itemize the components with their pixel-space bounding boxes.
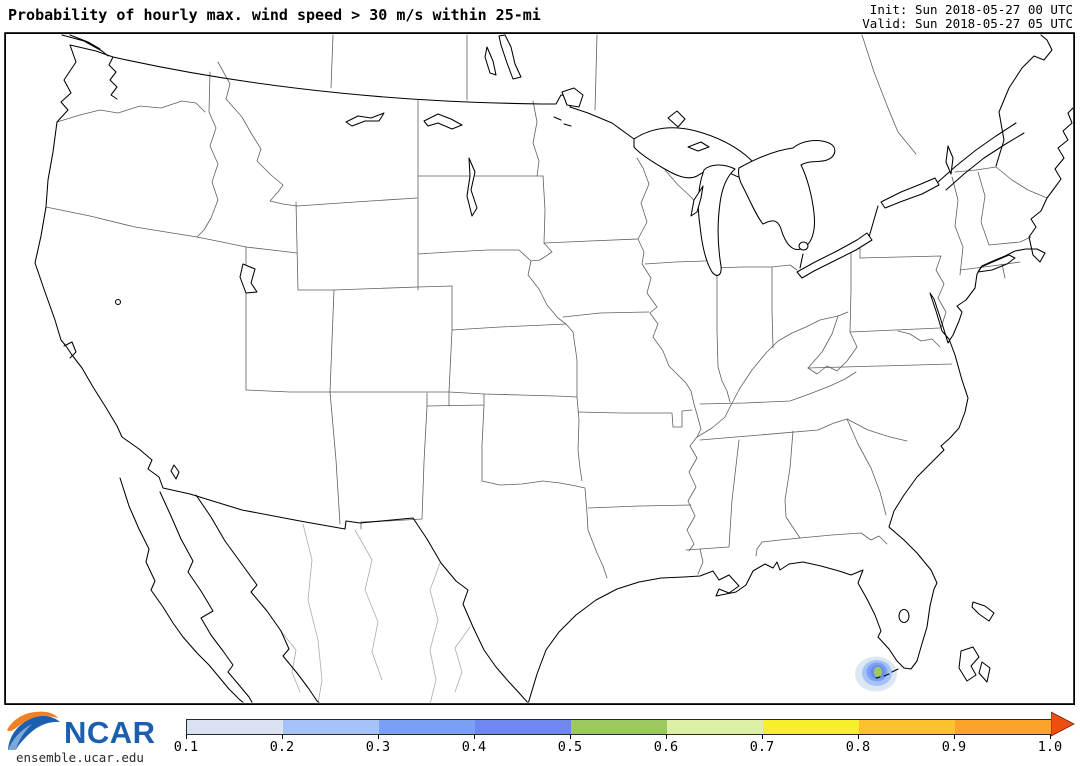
ncar-swoosh-icon (7, 711, 60, 750)
colorbar-segment (763, 720, 859, 734)
colorbar-tick (474, 735, 475, 739)
valid-time: Valid: Sun 2018-05-27 05 UTC (862, 16, 1073, 31)
colorbar-tick-label: 0.4 (461, 739, 487, 755)
colorbar-segment (283, 720, 379, 734)
colorbar-tick-label: 0.6 (653, 739, 679, 755)
site-url: ensemble.ucar.edu (16, 750, 144, 765)
colorbar-tick-labels: 0.1 0.2 0.3 0.4 0.5 0.6 0.7 0.8 0.9 1.0 (174, 739, 1080, 757)
colorbar-segment (475, 720, 571, 734)
init-time: Init: Sun 2018-05-27 00 UTC (869, 2, 1073, 17)
colorbar-tick-label: 1.0 (1037, 739, 1063, 755)
colorbar-tick (282, 735, 283, 739)
colorbar-tick-label: 0.5 (557, 739, 583, 755)
probability-colorbar (186, 719, 1052, 735)
colorbar-tick-label: 0.8 (845, 739, 871, 755)
page-title: Probability of hourly max. wind speed > … (8, 6, 541, 24)
colorbar-segment (379, 720, 475, 734)
colorbar-tick-label: 0.3 (365, 739, 391, 755)
colorbar-tick (666, 735, 667, 739)
ncar-logo: NCAR ensemble.ucar.edu (6, 707, 206, 765)
colorbar-tick-label: 0.7 (749, 739, 775, 755)
colorbar-tick (858, 735, 859, 739)
colorbar-tick (186, 735, 187, 739)
colorbar-segment (187, 720, 283, 734)
colorbar-tick (570, 735, 571, 739)
colorbar-tick-label: 0.9 (941, 739, 967, 755)
ncar-logo-text: NCAR (64, 715, 156, 750)
colorbar-tick (1050, 735, 1051, 739)
colorbar-tick-label: 0.2 (269, 739, 295, 755)
map-frame (5, 33, 1075, 705)
colorbar-tick-label: 0.1 (173, 739, 199, 755)
colorbar-segment (667, 720, 763, 734)
colorbar-overflow-arrow (1051, 711, 1075, 737)
colorbar-tick (378, 735, 379, 739)
colorbar-segment (859, 720, 955, 734)
colorbar-tick (762, 735, 763, 739)
colorbar-ticks (186, 735, 1056, 740)
timestamp-block: Init: Sun 2018-05-27 00 UTC Valid: Sun 2… (862, 3, 1073, 31)
colorbar-tick (954, 735, 955, 739)
colorbar-segment (955, 720, 1051, 734)
colorbar-segment (571, 720, 667, 734)
